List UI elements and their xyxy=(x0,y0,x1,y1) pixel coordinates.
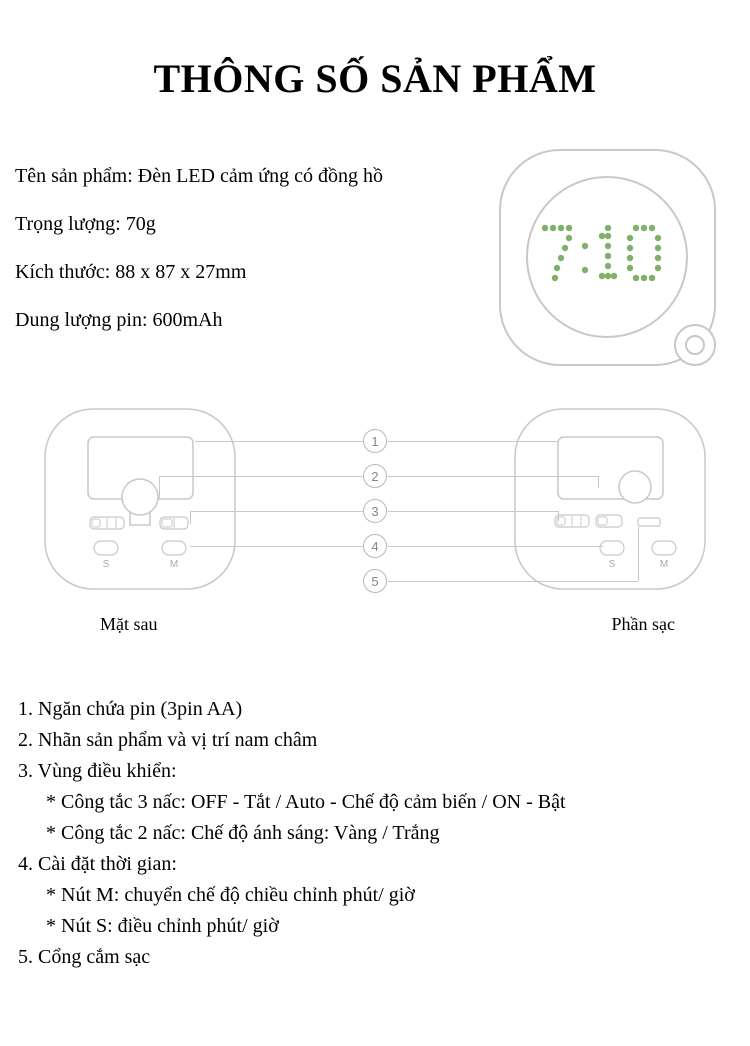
specs-section: Tên sản phẩm: Đèn LED cảm ứng có đồng hồ… xyxy=(0,152,750,344)
device-charge-illustration: S M xyxy=(500,399,720,599)
diagram-section: S M S M 1 2 xyxy=(0,399,750,639)
callout-numbers: 1 2 3 4 5 xyxy=(363,399,387,593)
legend-3: 3. Vùng điều khiển: xyxy=(18,756,732,787)
legend-3b: * Công tắc 2 nấc: Chế độ ánh sáng: Vàng … xyxy=(18,818,732,849)
callout-5: 5 xyxy=(363,569,387,593)
legend-4b: * Nút S: điều chỉnh phút/ giờ xyxy=(18,911,732,942)
callout-3: 3 xyxy=(363,499,387,523)
spec-size-label: Kích thước: xyxy=(15,261,110,283)
legend-list: 1. Ngăn chứa pin (3pin AA) 2. Nhãn sản p… xyxy=(0,694,750,973)
svg-text:S: S xyxy=(103,559,110,570)
legend-3a: * Công tắc 3 nấc: OFF - Tắt / Auto - Chế… xyxy=(18,787,732,818)
svg-text:M: M xyxy=(660,559,668,570)
spec-battery-label: Dung lượng pin: xyxy=(15,309,148,331)
legend-4a: * Nút M: chuyển chế độ chiều chỉnh phút/… xyxy=(18,880,732,911)
spec-weight-value: 70g xyxy=(126,213,156,235)
svg-text:S: S xyxy=(609,559,616,570)
device-back-illustration: S M xyxy=(30,399,250,599)
spec-name-value: Đèn LED cảm ứng có đồng hồ xyxy=(138,165,383,187)
legend-4: 4. Cài đặt thời gian: xyxy=(18,849,732,880)
callout-1: 1 xyxy=(363,429,387,453)
callout-4: 4 xyxy=(363,534,387,558)
diagram-right-label: Phần sạc xyxy=(612,614,675,635)
legend-2: 2. Nhãn sản phẩm và vị trí nam châm xyxy=(18,725,732,756)
product-front-illustration xyxy=(490,140,730,385)
svg-text:M: M xyxy=(170,559,178,570)
spec-size-value: 88 x 87 x 27mm xyxy=(115,261,246,283)
page-title: THÔNG SỐ SẢN PHẨM xyxy=(0,0,750,102)
callout-2: 2 xyxy=(363,464,387,488)
spec-name-label: Tên sản phẩm: xyxy=(15,165,133,187)
spec-battery-value: 600mAh xyxy=(153,309,223,331)
diagram-left-label: Mặt sau xyxy=(100,614,158,635)
spec-weight-label: Trọng lượng: xyxy=(15,213,121,235)
legend-5: 5. Cổng cắm sạc xyxy=(18,942,732,973)
legend-1: 1. Ngăn chứa pin (3pin AA) xyxy=(18,694,732,725)
